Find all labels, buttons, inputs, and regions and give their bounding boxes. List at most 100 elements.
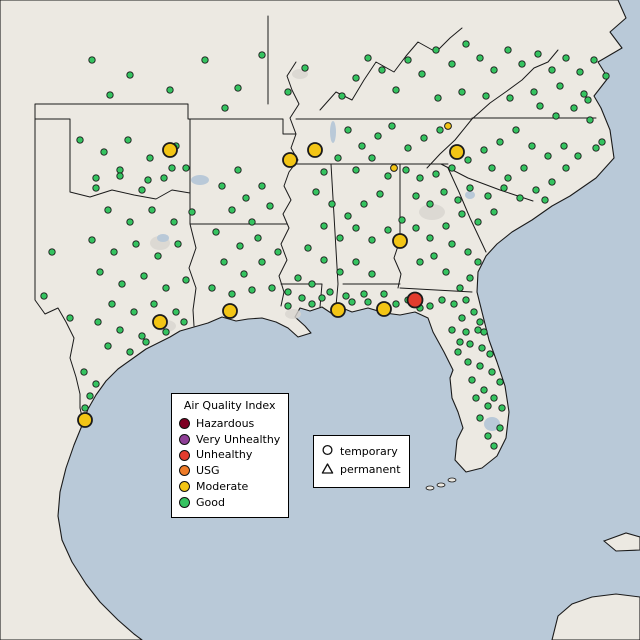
station-marker-good [228, 290, 236, 298]
station-marker-good [86, 392, 94, 400]
station-marker-good [432, 46, 440, 54]
station-marker-good [166, 86, 174, 94]
markers-layer [40, 40, 610, 450]
station-marker-good [458, 88, 466, 96]
station-marker-good [132, 240, 140, 248]
station-marker-good [454, 348, 462, 356]
station-marker-good [560, 142, 568, 150]
land-yucatan [551, 593, 640, 640]
station-marker-good [40, 292, 48, 300]
station-marker-good [476, 414, 484, 422]
station-marker-good [124, 136, 132, 144]
aqi-legend-row-moderate: Moderate [179, 480, 280, 494]
usg-label: USG [196, 464, 220, 477]
state-borders [34, 15, 597, 422]
station-marker-good [484, 432, 492, 440]
station-marker-good [172, 308, 180, 316]
aqi-legend: Air Quality Index Hazardous Very Unhealt… [171, 393, 290, 519]
station-marker-good [592, 144, 600, 152]
station-marker-good [336, 234, 344, 242]
station-marker-good [268, 284, 276, 292]
station-marker-good [476, 54, 484, 62]
station-marker-good [334, 154, 342, 162]
station-marker-good [221, 104, 229, 112]
station-marker-moderate_large [392, 233, 408, 249]
station-marker-good [450, 300, 458, 308]
station-marker-good [360, 290, 368, 298]
station-marker-good [574, 152, 582, 160]
station-marker-good [458, 210, 466, 218]
station-marker-good [456, 338, 464, 346]
station-marker-moderate_small [390, 164, 398, 172]
station-marker-good [162, 328, 170, 336]
station-marker-good [548, 66, 556, 74]
station-marker-good [320, 222, 328, 230]
station-marker-good [384, 226, 392, 234]
station-marker-good [240, 270, 248, 278]
station-marker-good [486, 350, 494, 358]
station-marker-good [294, 274, 302, 282]
permanent-label: permanent [340, 463, 401, 477]
station-marker-good [338, 92, 346, 100]
station-marker-good [384, 172, 392, 180]
station-marker-good [201, 56, 209, 64]
station-marker-good [242, 194, 250, 202]
station-marker-good [570, 104, 578, 112]
station-marker-moderate_small [444, 122, 452, 130]
station-marker-good [298, 294, 306, 302]
station-marker-good [182, 276, 190, 284]
station-marker-good [590, 56, 598, 64]
aqi-legend-row-good: Good [179, 496, 280, 510]
station-marker-good [146, 154, 154, 162]
station-marker-good [266, 202, 274, 210]
station-marker-good [462, 296, 470, 304]
station-marker-good [536, 102, 544, 110]
station-marker-good [126, 218, 134, 226]
station-marker-good [360, 200, 368, 208]
station-marker-good [352, 74, 360, 82]
station-marker-good [440, 188, 448, 196]
station-marker-good [106, 91, 114, 99]
temporary-circle-icon [321, 443, 334, 460]
moderate-swatch-icon [179, 481, 190, 493]
station-marker-good [556, 82, 564, 90]
station-marker-good [478, 344, 486, 352]
station-marker-good [552, 112, 560, 120]
station-marker-good [364, 298, 372, 306]
station-marker-good [142, 338, 150, 346]
station-marker-good [466, 274, 474, 282]
station-marker-good [484, 192, 492, 200]
station-marker-good [418, 70, 426, 78]
station-marker-good [228, 206, 236, 214]
station-marker-good [462, 40, 470, 48]
station-marker-good [458, 314, 466, 322]
station-marker-good [326, 288, 334, 296]
station-marker-good [80, 368, 88, 376]
station-marker-good [352, 224, 360, 232]
station-marker-good [118, 280, 126, 288]
unhealthy-swatch-icon [179, 449, 190, 461]
station-marker-good [430, 252, 438, 260]
station-marker-good [108, 300, 116, 308]
station-marker-good [490, 66, 498, 74]
station-marker-moderate_large [376, 301, 392, 317]
temporary-label: temporary [340, 444, 398, 458]
station-marker-good [104, 342, 112, 350]
station-marker-good [434, 94, 442, 102]
very-unhealthy-label: Very Unhealthy [196, 432, 281, 446]
station-marker-good [598, 138, 606, 146]
station-marker-good [480, 386, 488, 394]
station-marker-moderate_large [282, 152, 298, 168]
station-marker-good [168, 164, 176, 172]
station-marker-good [258, 182, 266, 190]
station-marker-good [512, 126, 520, 134]
station-marker-good [448, 60, 456, 68]
station-marker-good [258, 258, 266, 266]
station-marker-good [308, 300, 316, 308]
station-marker-good [220, 258, 228, 266]
station-marker-good [518, 60, 526, 68]
station-marker-good [130, 308, 138, 316]
station-marker-good [66, 314, 74, 322]
station-marker-good [544, 152, 552, 160]
